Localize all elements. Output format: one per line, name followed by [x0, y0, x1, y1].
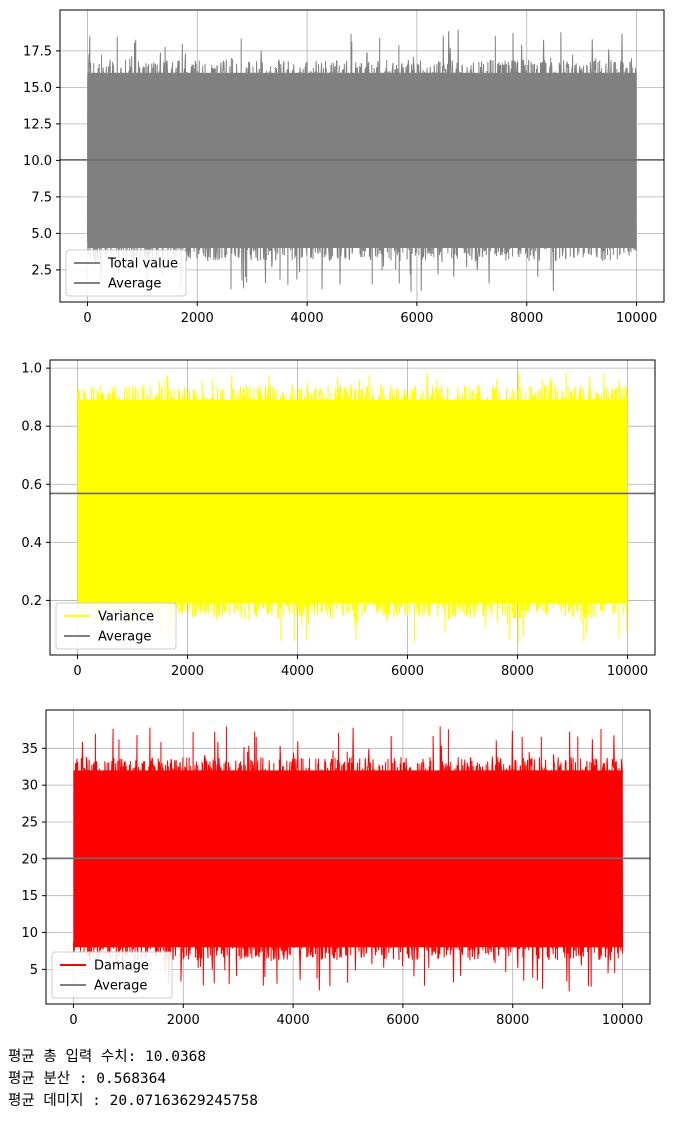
plot-area [60, 29, 664, 292]
x-tick-label: 10000 [602, 1013, 643, 1028]
damage-chart: 0 2000 4000 6000 8000 10000 5 10 15 20 25 30 35 Damag… [0, 700, 676, 1040]
x-tick-label: 8000 [496, 1013, 529, 1028]
x-tick-label: 8000 [510, 311, 543, 326]
legend-label: Variance [98, 610, 154, 625]
x-tick-label: 0 [73, 664, 81, 679]
console-output: 평균 총 입력 수치: 10.0368 평균 분산 : 0.568364 평균 데미… [8, 1046, 258, 1112]
x-tick-label: 2000 [181, 311, 214, 326]
plot-area [46, 726, 650, 992]
y-tick-label: 17.5 [23, 44, 52, 59]
x-tick-label: 10000 [607, 664, 648, 679]
legend-box [55, 602, 177, 650]
y-tick-label: 0.8 [21, 420, 42, 435]
legend-label: Average [98, 630, 151, 645]
damage-chart-svg: 0 2000 4000 6000 8000 10000 5 10 15 20 25 30 35 Damag… [21, 709, 651, 1028]
y-tick-label: 0.4 [21, 536, 42, 551]
y-tick-label: 20 [21, 852, 38, 867]
y-tick-label: 15 [21, 889, 38, 904]
total-value-chart-svg: 0 2000 4000 6000 8000 10000 2.5 5.0 7.5 10.0 12.5 1… [23, 9, 665, 326]
x-tick-label: 0 [83, 311, 91, 326]
variance-chart-svg: 0 2000 4000 6000 8000 10000 0.2 0.4 0.6 0.8 1.0 Var… [21, 359, 656, 679]
y-tick-label: 30 [21, 779, 38, 794]
y-tick-label: 35 [21, 742, 38, 757]
output-line-average-variance: 평균 분산 : 0.568364 [8, 1071, 167, 1087]
legend-label: Total value [107, 257, 178, 272]
plot-area [50, 371, 655, 643]
x-tick-label: 0 [69, 1013, 77, 1028]
y-tick-label: 2.5 [31, 263, 52, 278]
y-tick-label: 10.0 [23, 154, 52, 169]
y-tick-label: 5 [30, 963, 38, 978]
x-tick-label: 8000 [501, 664, 534, 679]
y-tick-label: 0.6 [21, 478, 42, 493]
legend-box [51, 951, 173, 999]
series-line-variance [77, 371, 628, 643]
x-tick-label: 2000 [171, 664, 204, 679]
y-tick-label: 15.0 [23, 81, 52, 96]
series-line-total-value [86, 29, 638, 292]
axes-frame [59, 9, 665, 303]
y-tick-label: 5.0 [31, 227, 52, 242]
x-tick-label: 6000 [400, 311, 433, 326]
x-tick-label: 6000 [391, 664, 424, 679]
total-value-chart: 0 2000 4000 6000 8000 10000 2.5 5.0 7.5 10.0 12.5 1… [0, 0, 676, 338]
y-tick-label: 7.5 [31, 190, 52, 205]
x-tick-label: 6000 [386, 1013, 419, 1028]
x-tick-label: 2000 [167, 1013, 200, 1028]
y-tick-label: 10 [21, 926, 38, 941]
legend-label: Average [94, 979, 147, 994]
output-line-average-damage: 평균 데미지 : 20.07163629245758 [8, 1093, 259, 1109]
y-tick-label: 12.5 [23, 117, 52, 132]
output-line-average-input: 평균 총 입력 수치: 10.0368 [8, 1049, 207, 1065]
x-tick-label: 4000 [291, 311, 324, 326]
axes-frame [45, 709, 651, 1005]
y-tick-label: 0.2 [21, 594, 42, 609]
axes-frame [49, 359, 656, 656]
x-tick-label: 4000 [281, 664, 314, 679]
legend-label: Average [108, 277, 161, 292]
legend-box [65, 249, 187, 297]
variance-chart: 0 2000 4000 6000 8000 10000 0.2 0.4 0.6 0.8 1.0 Var… [0, 350, 676, 688]
x-tick-label: 10000 [616, 311, 657, 326]
y-tick-label: 25 [21, 816, 38, 831]
y-tick-label: 1.0 [21, 362, 42, 377]
legend-label: Damage [94, 959, 149, 974]
x-tick-label: 4000 [277, 1013, 310, 1028]
